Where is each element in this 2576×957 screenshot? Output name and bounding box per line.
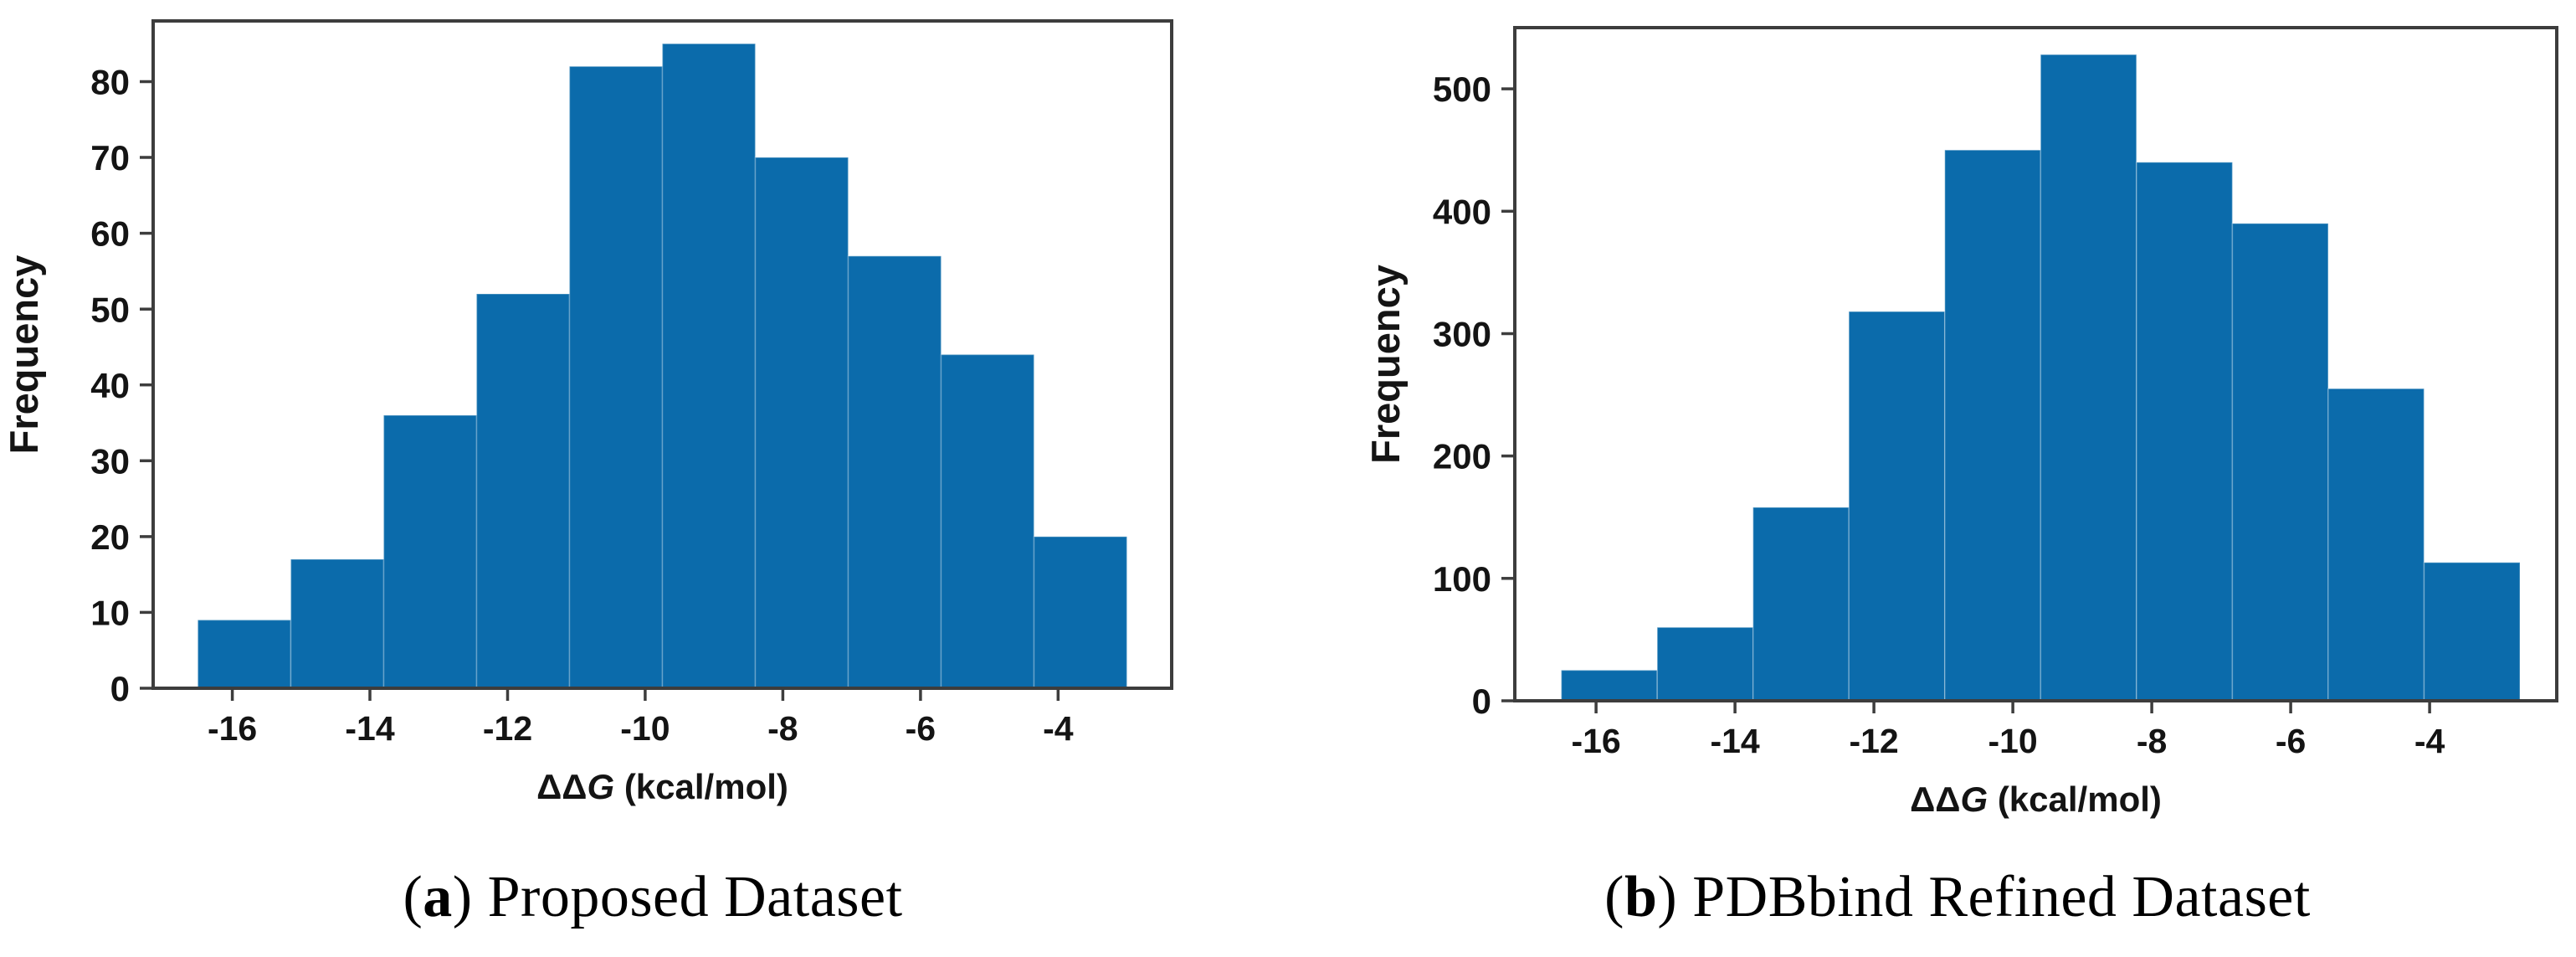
histogram-bar [2136, 162, 2234, 702]
y-axis-label: Frequency [2, 255, 46, 455]
caption-a-text: Proposed Dataset [487, 865, 903, 929]
y-tick-label: 100 [1433, 559, 1491, 599]
caption-b-close-paren: ) [1657, 865, 1693, 929]
x-tick-label: -10 [1988, 722, 2037, 760]
histogram-bar [1752, 507, 1850, 702]
caption-a-open-paren: ( [403, 865, 423, 929]
histogram-bar [2231, 223, 2329, 702]
y-tick-label: 10 [90, 594, 130, 633]
x-axis-label: ΔΔG (kcal/mol) [536, 767, 788, 806]
histogram-bar [290, 558, 385, 689]
histogram-bar [1656, 626, 1754, 702]
histogram-bar [197, 619, 292, 689]
y-tick-label: 70 [90, 138, 130, 178]
histogram-panel-b: -16 -14 -12 -10 -8 -6 -4 0 100 200 300 400 500 ΔΔG (k… [1339, 0, 2576, 957]
plot-frame [151, 19, 1173, 690]
x-axis-label: ΔΔG (kcal/mol) [1910, 779, 2162, 819]
histogram-a: -16 -14 -12 -10 -8 -6 -4 0 10 20 30 40 50 60 70 80 ΔΔG (… [2, 19, 1173, 806]
histogram-bar [1560, 669, 1658, 702]
y-tick-label: 300 [1433, 315, 1491, 354]
caption-b-open-paren: ( [1604, 865, 1624, 929]
y-axis-label: Frequency [1363, 265, 1408, 464]
x-tick-label: -6 [906, 709, 936, 748]
histogram-bar [382, 414, 478, 689]
x-tick-label: -4 [2414, 722, 2445, 760]
y-tick-label: 30 [90, 441, 130, 481]
x-tick-label: -8 [2137, 722, 2167, 760]
histogram-bar [940, 353, 1035, 689]
y-tick-label: 500 [1433, 69, 1491, 109]
y-tick-label: 0 [110, 669, 130, 708]
caption-a: (a) Proposed Dataset [0, 864, 1306, 931]
y-tick-label: 40 [90, 366, 130, 405]
x-tick-label: -6 [2276, 722, 2306, 760]
x-tick-label: -14 [1710, 722, 1759, 760]
y-tick-label: 0 [1472, 682, 1491, 721]
histogram-bar [568, 65, 664, 689]
caption-b-marker: b [1624, 865, 1658, 929]
y-tick-label: 80 [90, 63, 130, 102]
y-tick-label: 60 [90, 214, 130, 254]
histogram-bar [2040, 54, 2137, 702]
y-tick-label: 400 [1433, 192, 1491, 231]
x-tick-label: -8 [767, 709, 798, 748]
caption-b: (b) PDBbind Refined Dataset [1339, 864, 2576, 931]
x-tick-label: -10 [620, 709, 670, 748]
caption-b-text: PDBbind Refined Dataset [1692, 865, 2311, 929]
histogram-bar [475, 293, 571, 689]
histogram-panel-a: -16 -14 -12 -10 -8 -6 -4 0 10 20 30 40 50 60 70 80 ΔΔG (… [0, 19, 1306, 931]
x-tick-label: -12 [483, 709, 532, 748]
caption-a-close-paren: ) [452, 865, 488, 929]
histogram-b: -16 -14 -12 -10 -8 -6 -4 0 100 200 300 400 500 ΔΔG (k… [1363, 26, 2558, 819]
y-tick-label: 50 [90, 290, 130, 329]
histogram-bar [2327, 388, 2425, 702]
y-tick-label: 200 [1433, 437, 1491, 476]
histogram-bar [754, 157, 849, 689]
caption-a-marker: a [423, 865, 453, 929]
histogram-bar [1033, 536, 1128, 689]
y-tick-label: 20 [90, 517, 130, 557]
histogram-bar [661, 43, 757, 689]
x-tick-label: -4 [1043, 709, 1074, 748]
histogram-bar [1944, 149, 2042, 702]
x-tick-label: -16 [208, 709, 257, 748]
x-tick-label: -16 [1571, 722, 1620, 760]
histogram-bar [2423, 562, 2521, 702]
histogram-bar [1848, 311, 1946, 702]
plot-frame [1513, 26, 2558, 702]
histogram-bar [847, 255, 942, 689]
x-tick-label: -12 [1849, 722, 1898, 760]
x-tick-label: -14 [345, 709, 394, 748]
